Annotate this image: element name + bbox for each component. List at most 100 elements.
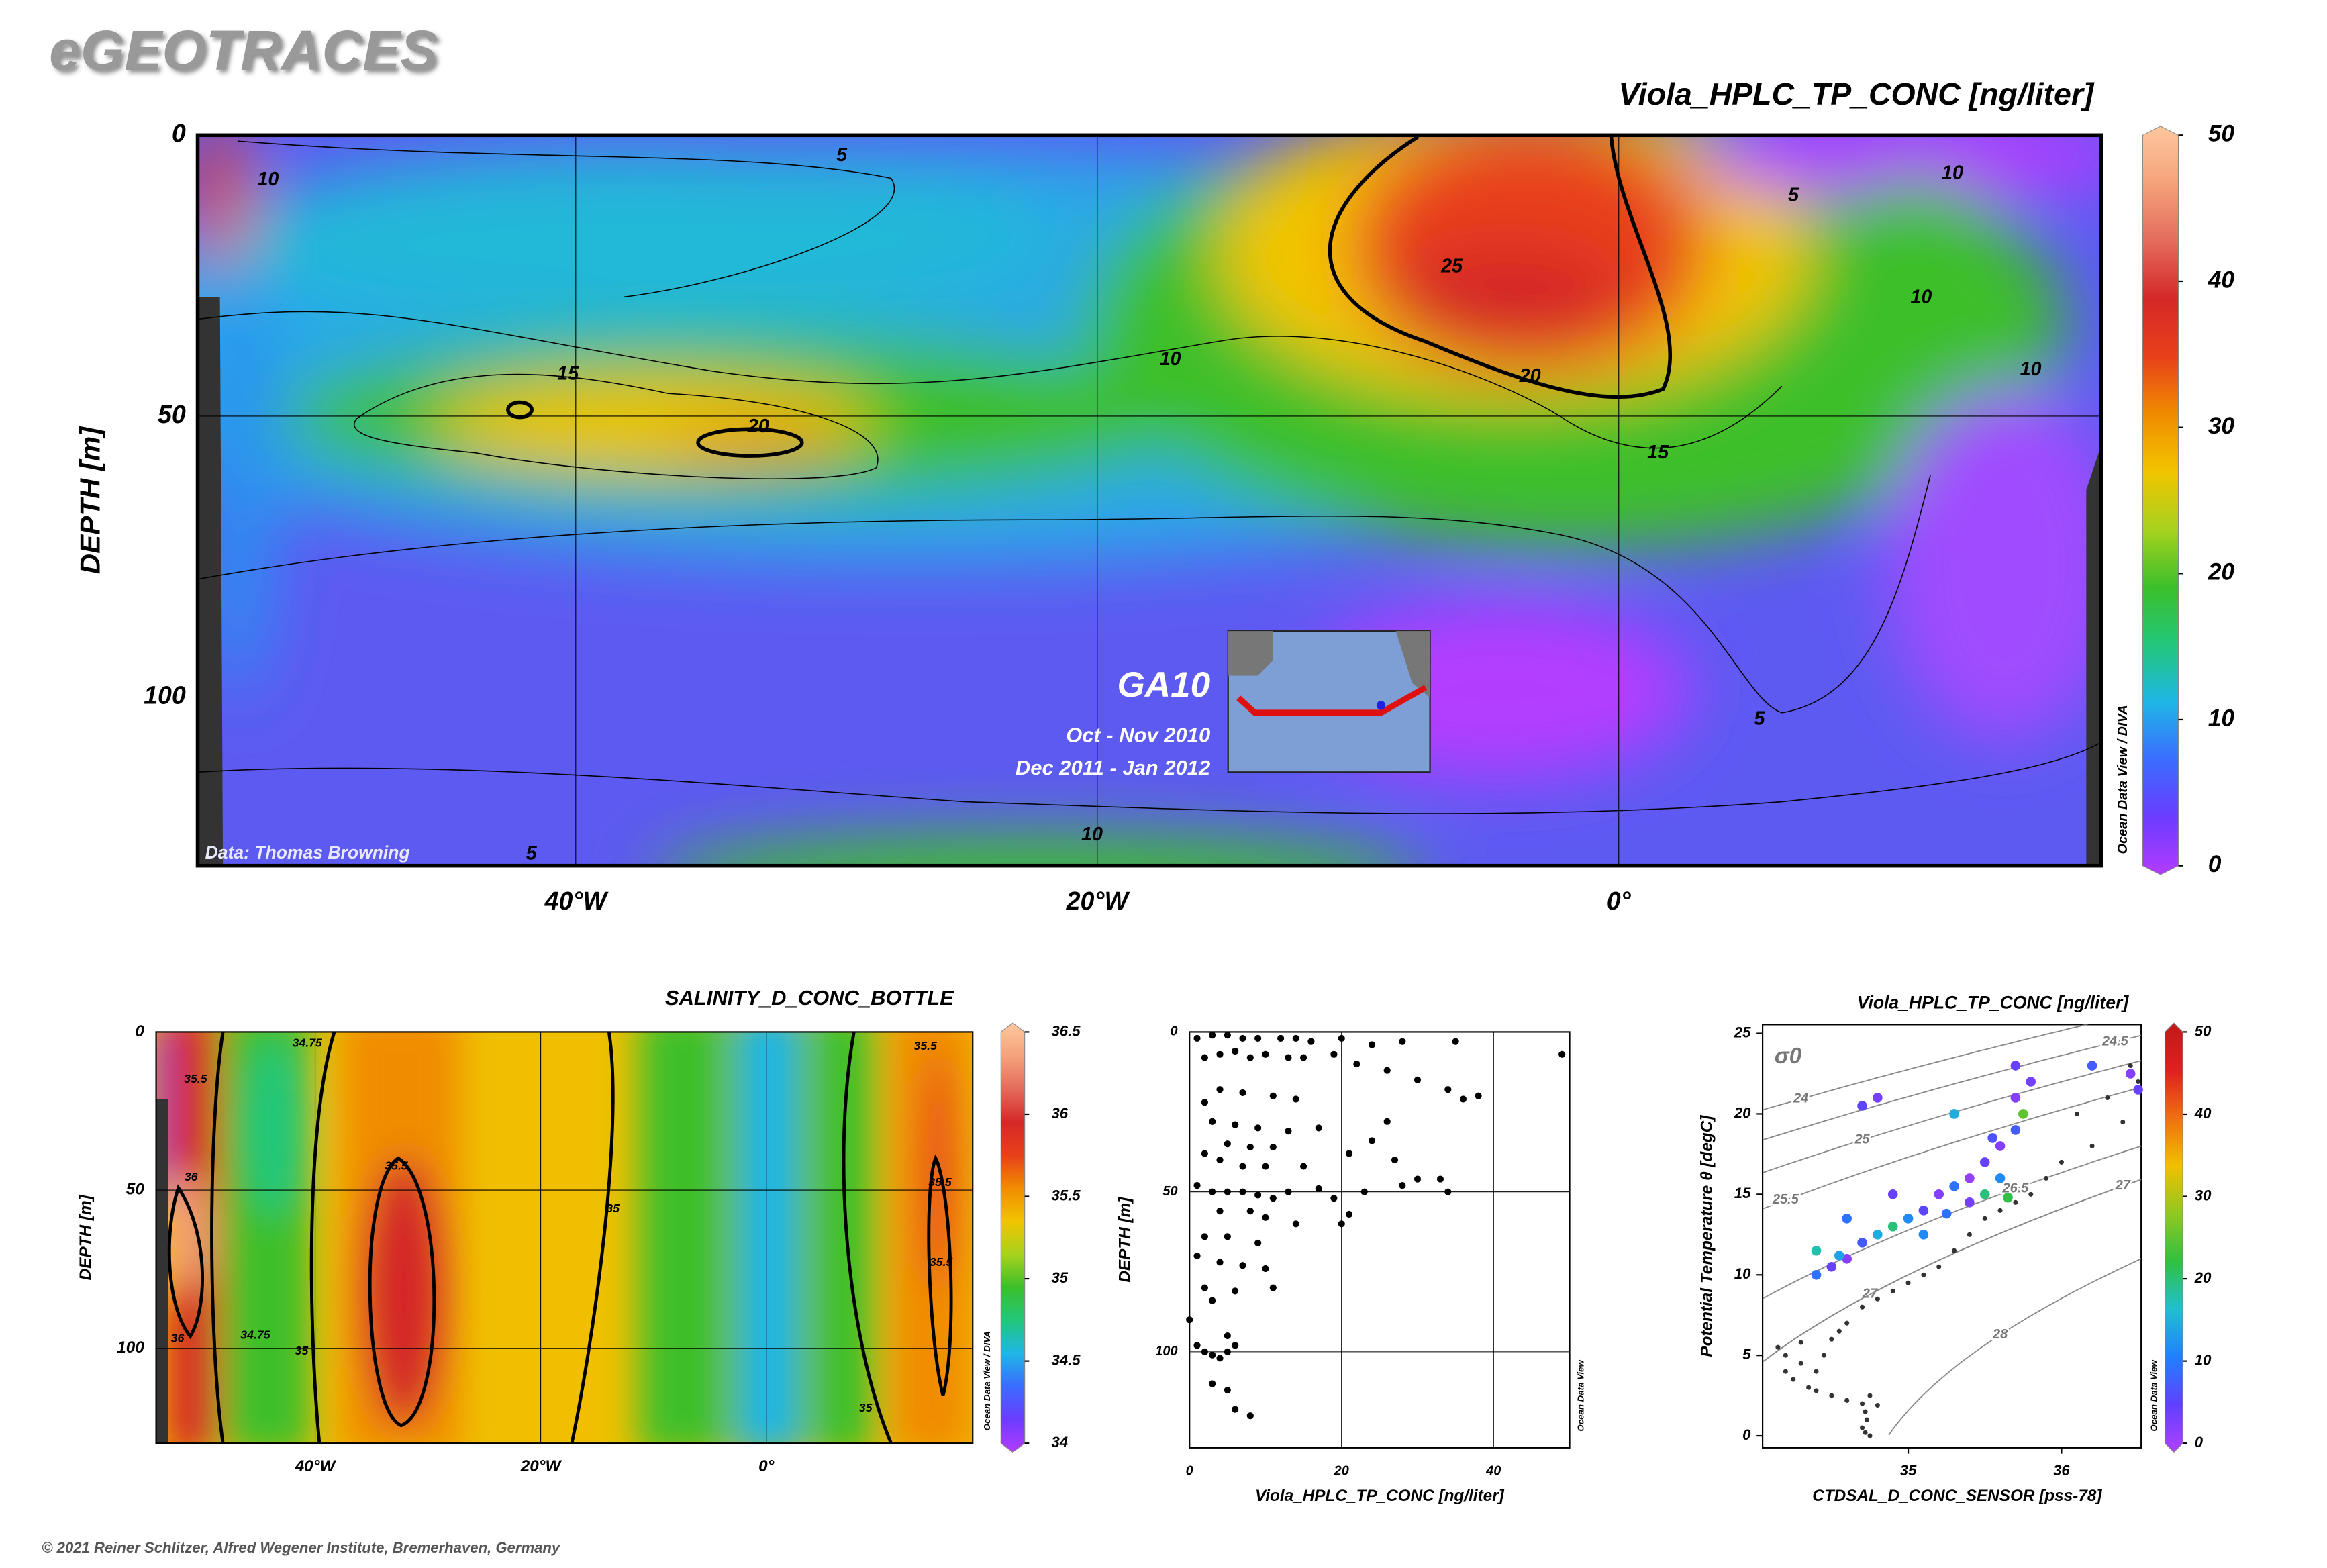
background-point [2120,1119,2126,1124]
y-tick-label: 100 [144,681,186,709]
point [2003,1192,2013,1203]
blob [1812,178,2020,416]
point [1558,1050,1566,1058]
x-tick-label: 0° [758,1457,775,1475]
point [1246,1054,1254,1061]
background-point [2028,1191,2034,1197]
point [1459,1095,1467,1103]
isopycnal [1763,1179,2142,1363]
isoline [197,742,2101,814]
isopycnal-label: 24.5 [2101,1034,2129,1048]
section-field [197,135,2101,866]
contour-label: 10 [1942,162,1963,184]
y-axis-title: DEPTH [m] [75,426,106,574]
isoline [570,1032,615,1444]
point [1224,1140,1231,1148]
point [1254,1239,1262,1246]
contour-label: 35 [295,1344,309,1357]
point [1232,1342,1239,1349]
background-point [1814,1388,1819,1393]
point [1368,1041,1376,1048]
point [1209,1297,1216,1304]
colorbar-label: 30 [2195,1187,2212,1204]
background-point [1921,1272,1926,1277]
colorbar-label: 50 [2208,121,2235,147]
point [1345,1150,1353,1157]
point [1224,1032,1231,1039]
point [1452,1038,1459,1045]
background-point [1905,1280,1911,1285]
point [1811,1269,1822,1280]
isolines [167,1032,953,1444]
point [1987,1133,1997,1143]
chart-title: SALINITY_D_CONC_BOTTLE [665,986,954,1010]
contour-label: 5 [526,843,538,865]
isoline [842,1032,893,1444]
background-point [1864,1417,1869,1422]
blob [197,135,247,268]
y-tick-label: 0 [135,1022,144,1040]
station-label: GA10 [1118,665,1211,705]
contour-label: 20 [747,415,769,437]
y-tick-label: 5 [1742,1346,1751,1363]
software-credit: Ocean Data View [1576,1359,1586,1432]
background-point [1936,1264,1942,1269]
contour-label: 5 [1788,184,1799,205]
background-point [1791,1377,1796,1382]
point [1209,1188,1216,1195]
colorbar-label: 0 [2208,851,2222,877]
colorbar-label: 35.5 [1051,1187,1081,1204]
field-blobs [156,1032,973,1444]
contour-label: 15 [557,363,579,385]
point [1353,1060,1360,1068]
point [1232,1287,1239,1295]
point [1399,1038,1406,1045]
point [1300,1054,1307,1061]
colorbar-label: 50 [2195,1022,2212,1039]
point [1216,1355,1224,1362]
point [1285,1054,1292,1061]
isoline [506,400,534,420]
isopycnal [1888,1258,2142,1436]
contour-label: 10 [1160,348,1181,370]
y-tick-label: 100 [117,1338,144,1357]
background-point [2074,1111,2079,1116]
colorbar-label: 20 [2208,559,2235,585]
contour-label: 35 [606,1202,620,1215]
y-tick-label: 0 [172,119,186,147]
x-tick-label: 20°W [520,1457,562,1475]
colorbar-label: 35 [1051,1269,1068,1286]
point [1475,1092,1482,1099]
isoline [1328,135,1672,399]
point [2087,1061,2097,1071]
point [1193,1034,1201,1042]
point [1201,1150,1208,1157]
point [1979,1189,1990,1199]
point [1995,1173,2006,1183]
point [1995,1141,2006,1151]
point [1949,1109,1959,1119]
point [1216,1259,1224,1266]
inset-map [1227,630,1431,773]
colorbar-label: 20 [2194,1269,2212,1286]
point [2010,1061,2021,1071]
point [2018,1109,2028,1119]
isopycnal-label: 25.5 [1772,1192,1799,1207]
point [1239,1163,1246,1170]
point [2010,1125,2021,1135]
y-tick-label: 20 [1734,1104,1751,1121]
point [1209,1032,1216,1039]
point [1216,1086,1224,1093]
colorbar-label: 10 [2195,1351,2212,1368]
blob [735,1032,802,1444]
point [1965,1197,1975,1208]
point [1292,1095,1299,1103]
point [1873,1093,1883,1103]
background-point [1997,1208,2003,1213]
x-tick-label: 40°W [295,1457,337,1475]
background-point [2128,1063,2133,1069]
isolines [197,135,2101,814]
point [1277,1034,1285,1042]
background-point [1982,1216,1987,1221]
point [1842,1253,1852,1264]
